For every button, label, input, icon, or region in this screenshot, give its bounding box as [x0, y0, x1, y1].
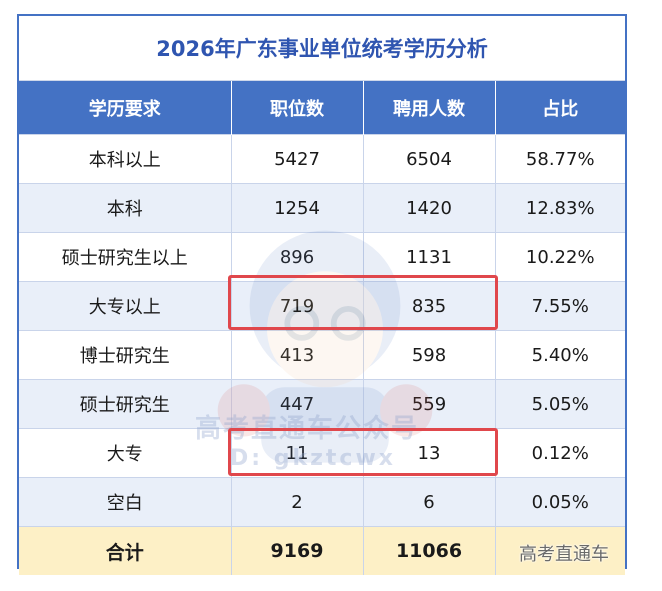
cell-positions: 896 — [231, 232, 364, 282]
cell-hires: 598 — [363, 330, 496, 380]
header-hires: 聘用人数 — [363, 81, 496, 135]
cell-hires: 13 — [363, 428, 496, 478]
cell-hires: 559 — [363, 379, 496, 429]
total-ratio — [495, 526, 625, 575]
table-row: 大专 11 13 0.12% — [19, 428, 625, 478]
header-ratio: 占比 — [495, 81, 625, 135]
cell-ratio: 5.05% — [495, 379, 625, 429]
cell-hires: 1131 — [363, 232, 496, 282]
header-education: 学历要求 — [19, 81, 232, 135]
cell-ratio: 7.55% — [495, 281, 625, 331]
corner-watermark: 高考直通车 — [519, 544, 609, 565]
table-row: 硕士研究生 447 559 5.05% — [19, 379, 625, 429]
cell-hires: 835 — [363, 281, 496, 331]
header-positions: 职位数 — [231, 81, 364, 135]
table-row: 硕士研究生以上 896 1131 10.22% — [19, 232, 625, 282]
cell-positions: 5427 — [231, 134, 364, 184]
cell-education: 本科 — [19, 183, 232, 233]
table-row: 本科以上 5427 6504 58.77% — [19, 134, 625, 184]
total-positions: 9169 — [231, 526, 364, 575]
cell-hires: 1420 — [363, 183, 496, 233]
cell-positions: 2 — [231, 477, 364, 527]
education-table: 学历要求 职位数 聘用人数 占比 本科以上 5427 6504 58.77% 本… — [19, 81, 625, 575]
cell-positions: 11 — [231, 428, 364, 478]
table-row: 大专以上 719 835 7.55% — [19, 281, 625, 331]
cell-positions: 719 — [231, 281, 364, 331]
cell-education: 大专以上 — [19, 281, 232, 331]
cell-ratio: 0.05% — [495, 477, 625, 527]
cell-education: 大专 — [19, 428, 232, 478]
cell-education: 硕士研究生 — [19, 379, 232, 429]
header-row: 学历要求 职位数 聘用人数 占比 — [19, 81, 625, 135]
total-hires: 11066 — [363, 526, 496, 575]
table-row: 空白 2 6 0.05% — [19, 477, 625, 527]
cell-ratio: 10.22% — [495, 232, 625, 282]
cell-positions: 447 — [231, 379, 364, 429]
cell-education: 空白 — [19, 477, 232, 527]
cell-ratio: 0.12% — [495, 428, 625, 478]
total-label: 合计 — [19, 526, 232, 575]
cell-ratio: 12.83% — [495, 183, 625, 233]
cell-education: 博士研究生 — [19, 330, 232, 380]
cell-hires: 6 — [363, 477, 496, 527]
table-row: 博士研究生 413 598 5.40% — [19, 330, 625, 380]
cell-ratio: 58.77% — [495, 134, 625, 184]
cell-positions: 413 — [231, 330, 364, 380]
table-row: 本科 1254 1420 12.83% — [19, 183, 625, 233]
cell-education: 本科以上 — [19, 134, 232, 184]
cell-positions: 1254 — [231, 183, 364, 233]
table-title: 2026年广东事业单位统考学历分析 — [19, 16, 625, 81]
cell-ratio: 5.40% — [495, 330, 625, 380]
table-card: 2026年广东事业单位统考学历分析 学历要求 职位数 聘用人数 占比 本科以上 … — [17, 14, 627, 575]
cell-education: 硕士研究生以上 — [19, 232, 232, 282]
total-row: 合计 9169 11066 — [19, 526, 625, 575]
cell-hires: 6504 — [363, 134, 496, 184]
